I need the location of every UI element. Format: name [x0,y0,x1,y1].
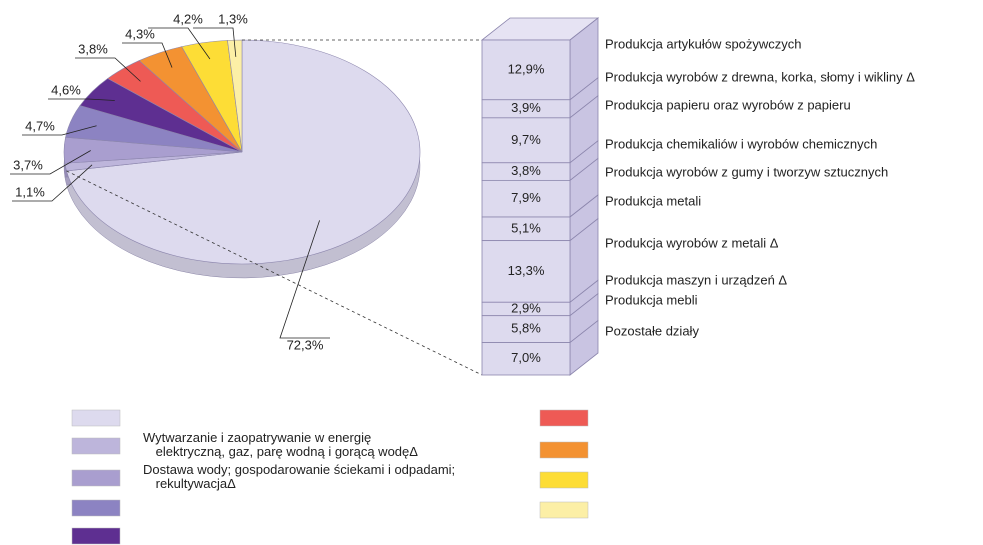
legend-swatch [71,499,121,517]
connector [66,170,483,376]
bar-category-label: Produkcja chemikaliów i wyrobów chemiczn… [605,136,877,151]
bar-category-label: Pozostałe działy [605,323,699,338]
pie-slice [227,39,243,153]
legend-label: Wytwarzanie i zaopatrywanie w energię el… [143,430,418,459]
legend-swatch [539,501,589,519]
bar-segment [481,342,571,376]
legend-swatch [539,471,589,489]
legend-swatch [71,527,121,545]
legend-swatch [539,441,589,459]
bar-value-label: 13,3% [508,263,545,278]
bar-value-label: 5,8% [511,321,541,336]
bar-value-label: 9,7% [511,132,541,147]
legend-swatch [71,437,121,455]
bar-value-label: 3,8% [511,163,541,178]
leader-line [10,150,91,175]
data-label: 1,3% [218,11,248,26]
bar-category-label: Produkcja maszyn i urządzeń Δ [605,272,787,287]
legend-swatch [71,409,121,427]
bar-value-label: 7,9% [511,190,541,205]
leader-line [279,220,330,339]
leader-line [193,27,237,57]
data-label: 1,1% [15,184,45,199]
data-label: 72,3% [287,337,324,352]
legend-swatch [71,469,121,487]
pie-slice [66,39,421,265]
leader-line [148,27,211,60]
data-label: 3,8% [78,41,108,56]
bar-value-label: 5,1% [511,220,541,235]
bar-value-label: 2,9% [511,300,541,315]
bar-value-label: 7,0% [511,350,541,365]
leader-line [75,57,141,82]
bar-category-label: Produkcja wyrobów z drewna, korka, słomy… [605,69,915,84]
leader-line [22,125,97,136]
bar-value-label: 12,9% [508,61,545,76]
legend-label: Dostawa wody; gospodarowanie ściekami i … [143,462,455,491]
data-label: 4,6% [51,82,81,97]
legend-swatch [539,409,589,427]
bar-category-label: Produkcja metali [605,193,701,208]
data-label: 3,7% [13,157,43,172]
data-label: 4,3% [125,26,155,41]
data-label: 4,7% [25,118,55,133]
bar-category-label: Produkcja artykułów spożywczych [605,36,802,51]
bar-segment [481,117,571,164]
data-label: 4,2% [173,11,203,26]
leader-line [48,98,115,101]
bar-segment [481,240,571,303]
bar-category-label: Produkcja wyrobów z metali Δ [605,235,779,250]
bar-category-label: Produkcja mebli [605,292,698,307]
bar-value-label: 3,9% [511,100,541,115]
bar-category-label: Produkcja wyrobów z gumy i tworzyw sztuc… [605,164,888,179]
leader-line [122,42,173,68]
bar-segment [481,39,571,101]
bar-category-label: Produkcja papieru oraz wyrobów z papieru [605,97,851,112]
